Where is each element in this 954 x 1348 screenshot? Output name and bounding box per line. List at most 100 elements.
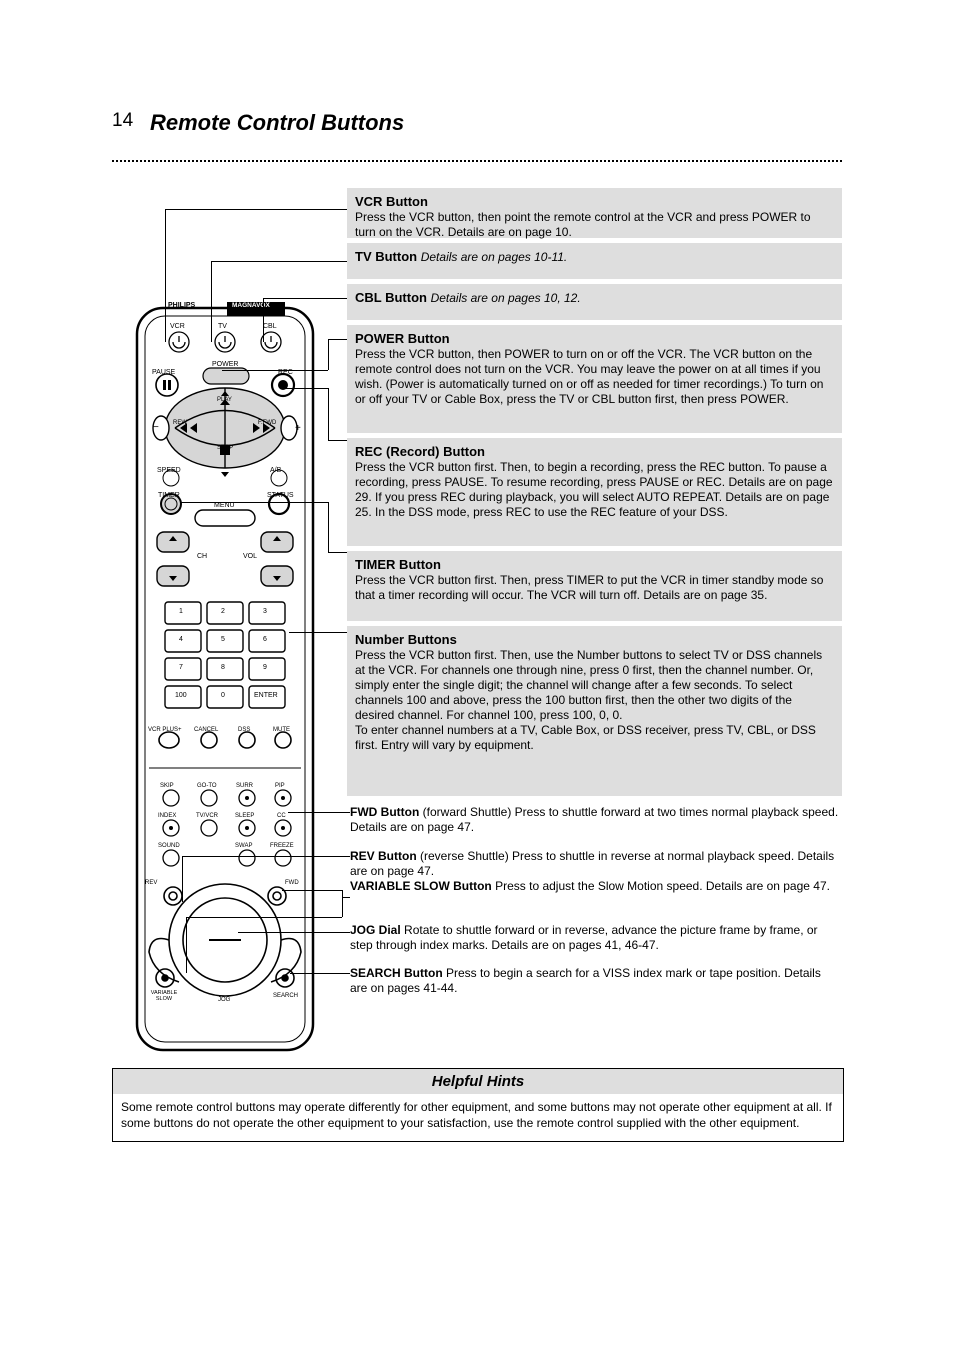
lbl-7: 7 bbox=[179, 664, 183, 671]
sub: Details are on pages 10, 12. bbox=[431, 291, 581, 305]
lbl-surr: SURR bbox=[236, 783, 253, 789]
page-title: Remote Control Buttons bbox=[150, 110, 404, 136]
lbl-dss: DSS bbox=[238, 727, 250, 733]
leader bbox=[328, 552, 347, 553]
body: (reverse Shuttle) Press to shuttle in re… bbox=[350, 849, 834, 878]
lbl-play: PLAY bbox=[217, 397, 232, 403]
label-var-slow: VARIABLE SLOW Button Press to adjust the… bbox=[350, 879, 840, 894]
title: POWER Button bbox=[355, 331, 450, 346]
lbl-enter: ENTER bbox=[254, 692, 278, 699]
body: Press the VCR button, then point the rem… bbox=[355, 210, 811, 239]
body: Press the VCR button first. Then, press … bbox=[355, 573, 823, 602]
leader bbox=[328, 502, 329, 552]
title: TIMER Button bbox=[355, 557, 441, 572]
leader bbox=[342, 890, 343, 897]
lbl-8: 8 bbox=[221, 664, 225, 671]
lbl-cancel: CANCEL bbox=[194, 727, 218, 733]
leader bbox=[182, 856, 350, 857]
title: VCR Button bbox=[355, 194, 428, 209]
label-jog: JOG Dial Rotate to shuttle forward or in… bbox=[350, 923, 840, 953]
lbl-rev-shuttle: REV bbox=[145, 880, 157, 886]
leader bbox=[211, 261, 347, 262]
lbl-3: 3 bbox=[263, 608, 267, 615]
lbl-timer: TIMER bbox=[158, 492, 180, 499]
leader bbox=[222, 370, 328, 371]
leader bbox=[165, 209, 166, 342]
sub: Details are on pages 10-11. bbox=[421, 250, 568, 264]
lbl-ff: F.FWD bbox=[258, 420, 276, 426]
leader bbox=[186, 917, 342, 918]
lbl-swap: SWAP bbox=[235, 843, 252, 849]
lbl-1: 1 bbox=[179, 608, 183, 615]
leader bbox=[282, 890, 342, 891]
lbl-100: 100 bbox=[175, 692, 187, 699]
t: VARIABLE SLOW Button bbox=[350, 879, 492, 893]
block-vcr-button: VCR Button Press the VCR button, then po… bbox=[347, 188, 842, 238]
lbl-status: STATUS bbox=[267, 492, 294, 499]
body: Press the VCR button first. Then, use th… bbox=[355, 648, 822, 752]
lbl-tvvcr: TV/VCR bbox=[196, 813, 218, 819]
title: Number Buttons bbox=[355, 632, 457, 647]
page-number: 14 bbox=[112, 110, 133, 132]
lbl-9: 9 bbox=[263, 664, 267, 671]
brand-philips: PHILIPS bbox=[168, 302, 195, 309]
remote-diagram: −+ bbox=[135, 300, 315, 1060]
separator bbox=[112, 160, 842, 162]
leader bbox=[165, 209, 347, 210]
lbl-0: 0 bbox=[221, 692, 225, 699]
leader bbox=[186, 917, 187, 973]
leader bbox=[290, 973, 350, 974]
title: REC (Record) Button bbox=[355, 444, 485, 459]
t: FWD Button bbox=[350, 805, 419, 819]
lbl-vol: VOL bbox=[243, 553, 257, 560]
block-timer-button: TIMER Button Press the VCR button first.… bbox=[347, 551, 842, 621]
lbl-6: 6 bbox=[263, 636, 267, 643]
leader bbox=[288, 812, 324, 813]
lbl-pause: PAUSE bbox=[152, 369, 175, 376]
helpful-hints-box: Helpful Hints Some remote control button… bbox=[112, 1068, 844, 1142]
block-power-button: POWER Button Press the VCR button, then … bbox=[347, 325, 842, 433]
lbl-mute: MUTE bbox=[273, 727, 290, 733]
body: (forward Shuttle) Press to shuttle forwa… bbox=[350, 805, 838, 834]
leader bbox=[342, 897, 343, 917]
leader bbox=[211, 261, 212, 342]
lbl-ab: A/B bbox=[270, 467, 281, 474]
lbl-search: SEARCH bbox=[273, 993, 298, 999]
lbl-4: 4 bbox=[179, 636, 183, 643]
helpful-hints-title: Helpful Hints bbox=[113, 1069, 843, 1094]
lbl-ch: CH bbox=[197, 553, 207, 560]
t: SEARCH Button bbox=[350, 966, 443, 980]
label-fwd: FWD Button (forward Shuttle) Press to sh… bbox=[350, 805, 840, 835]
lbl-2: 2 bbox=[221, 608, 225, 615]
leader bbox=[263, 298, 264, 342]
lbl-freeze: FREEZE bbox=[270, 843, 294, 849]
leader bbox=[324, 812, 350, 813]
block-cbl-button: CBL Button Details are on pages 10, 12. bbox=[347, 284, 842, 320]
lbl-pip: PIP bbox=[275, 783, 285, 789]
leader bbox=[284, 388, 328, 389]
block-number-buttons: Number Buttons Press the VCR button firs… bbox=[347, 626, 842, 796]
lbl-vcr: VCR bbox=[170, 323, 185, 330]
svg-text:+: + bbox=[295, 423, 301, 434]
leader bbox=[328, 339, 329, 370]
body: Press to adjust the Slow Motion speed. D… bbox=[492, 879, 830, 893]
leader bbox=[328, 440, 347, 441]
leader bbox=[328, 388, 329, 440]
lbl-jog: JOG bbox=[218, 997, 230, 1003]
leader bbox=[238, 932, 350, 933]
lbl-cc: CC bbox=[277, 813, 286, 819]
leader bbox=[289, 632, 347, 633]
title: CBL Button bbox=[355, 290, 431, 305]
block-tv-button: TV Button Details are on pages 10-11. bbox=[347, 243, 842, 279]
lbl-menu: MENU bbox=[214, 502, 235, 509]
leader bbox=[180, 502, 328, 503]
lbl-fwd-shuttle: FWD bbox=[285, 880, 299, 886]
lbl-vslow: VARIABLE SLOW bbox=[144, 991, 184, 1002]
lbl-speed: SPEED bbox=[157, 467, 181, 474]
lbl-index: INDEX bbox=[158, 813, 176, 819]
svg-text:−: − bbox=[153, 422, 159, 433]
leader bbox=[263, 298, 347, 342]
title: TV Button bbox=[355, 249, 421, 264]
label-search: SEARCH Button Press to begin a search fo… bbox=[350, 966, 840, 996]
body: Press the VCR button first. Then, to beg… bbox=[355, 460, 833, 519]
